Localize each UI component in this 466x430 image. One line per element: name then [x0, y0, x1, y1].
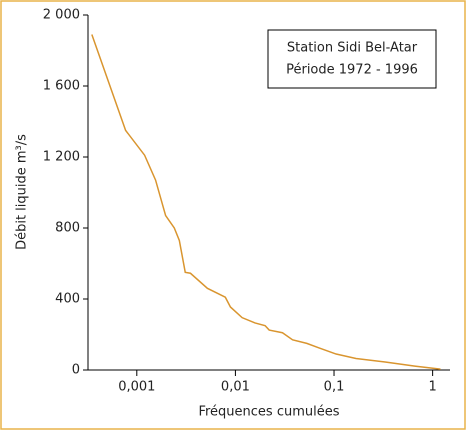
legend-text: Période 1972 - 1996: [286, 63, 418, 78]
y-tick-label: 1 600: [43, 79, 80, 94]
y-tick-label: 0: [72, 363, 80, 378]
y-tick-label: 2 000: [43, 8, 80, 23]
x-tick-label: 0,001: [118, 380, 155, 395]
y-tick-label: 400: [55, 292, 80, 307]
y-tick-label: 1 200: [43, 150, 80, 165]
data-line: [91, 34, 441, 370]
y-axis-label: Débit liquide m³/s: [15, 134, 30, 250]
x-tick-label: 0,01: [221, 380, 250, 395]
x-axis-label: Fréquences cumulées: [198, 405, 339, 420]
x-tick-label: 1: [428, 380, 436, 395]
x-tick-label: 0,1: [324, 380, 345, 395]
y-tick-label: 800: [55, 221, 80, 236]
legend-text: Station Sidi Bel-Atar: [287, 41, 418, 56]
legend-box: [267, 29, 437, 89]
